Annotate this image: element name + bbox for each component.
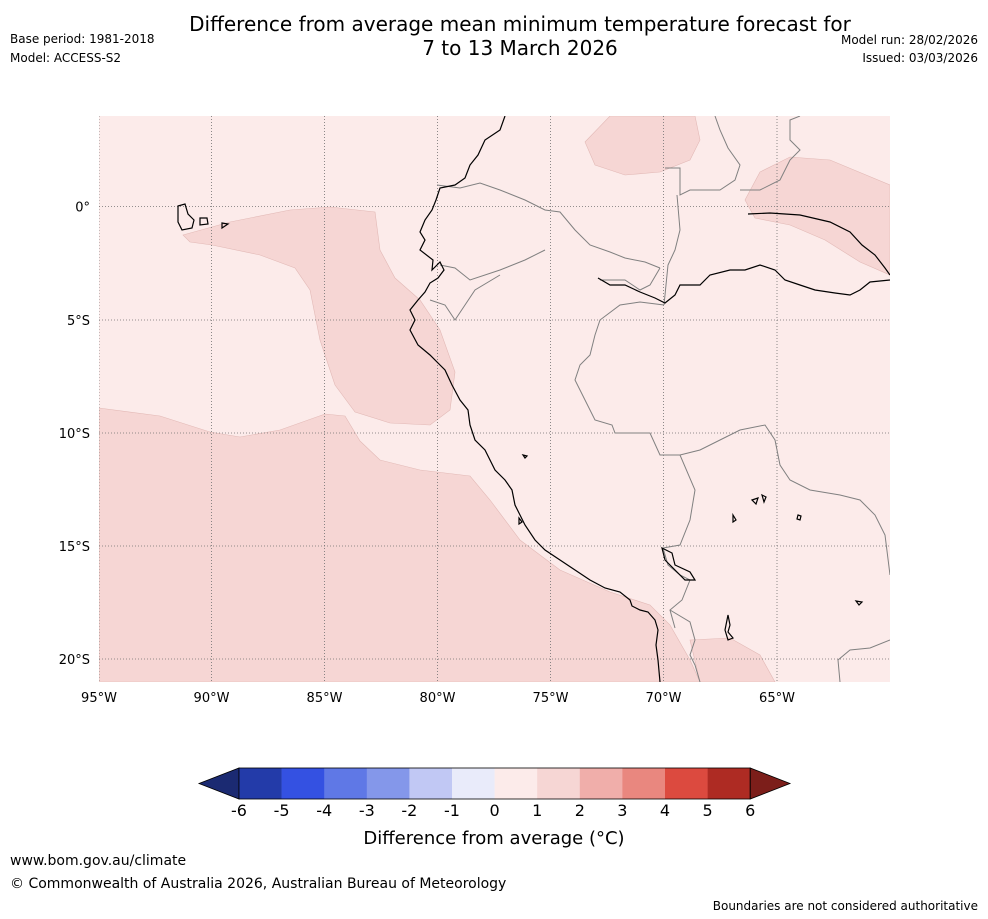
colorbar-segment <box>409 768 453 799</box>
lon-tick-label: 65°W <box>759 691 795 706</box>
lat-tick-label: 5°S <box>67 314 90 329</box>
colorbar-tick-label: 3 <box>617 801 628 820</box>
colorbar-tick-label: 5 <box>702 801 713 820</box>
lat-tick-label: 15°S <box>59 540 90 555</box>
colorbar-segment <box>665 768 708 799</box>
anomaly-region-ocean-south <box>99 407 701 682</box>
colorbar-segment <box>452 768 495 799</box>
colorbar-title: Difference from average (°C) <box>363 828 625 849</box>
lon-tick-label: 70°W <box>646 691 682 706</box>
colorbar-low-extend <box>197 767 240 800</box>
colorbar-segment <box>239 768 282 799</box>
coastline <box>177 116 890 682</box>
lon-tick-label: 90°W <box>194 691 230 706</box>
colorbar-tick-label: 2 <box>574 801 585 820</box>
colorbar-high-extend <box>749 767 792 800</box>
colorbar-tick-label: -5 <box>273 801 290 820</box>
anomaly-region-north <box>584 116 701 176</box>
issued-date: Issued: 03/03/2026 <box>862 51 978 65</box>
copyright: © Commonwealth of Australia 2026, Austra… <box>10 876 507 892</box>
map-title: Difference from average mean minimum tem… <box>189 12 851 60</box>
colorbar-outline <box>238 767 751 800</box>
colorbar-segment <box>366 768 410 799</box>
colorbar-tick-label: -4 <box>316 801 333 820</box>
colorbar-segment <box>281 768 325 799</box>
colorbar-segment <box>494 768 538 799</box>
website-link[interactable]: www.bom.gov.au/climate <box>10 853 187 869</box>
anomaly-region-amazon <box>744 156 890 276</box>
model-name: Model: ACCESS-S2 <box>10 51 122 65</box>
anomaly-region-galapagos <box>182 206 456 426</box>
colorbar-segment <box>707 768 751 799</box>
model-run: Model run: 28/02/2026 <box>840 33 978 47</box>
base-period: Base period: 1981-2018 <box>10 32 155 46</box>
graticule <box>99 116 890 682</box>
lat-tick-label: 0° <box>75 201 90 216</box>
lat-tick-label: 10°S <box>59 427 90 442</box>
lon-tick-label: 95°W <box>81 691 117 706</box>
colorbar-tick-label: -1 <box>444 801 460 820</box>
colorbar-segment <box>579 768 623 799</box>
colorbar-tick-label: -3 <box>358 801 375 820</box>
colorbar-tick-label: 4 <box>659 801 671 820</box>
colorbar-segment <box>324 768 368 799</box>
colorbar-segment <box>622 768 666 799</box>
colorbar-tick-label: -6 <box>231 801 247 820</box>
colorbar-tick-label: 1 <box>532 801 543 820</box>
colorbar-segment <box>537 768 581 799</box>
colorbar <box>197 767 792 800</box>
lat-tick-label: 20°S <box>59 653 90 668</box>
boundary-disclaimer: Boundaries are not considered authoritat… <box>712 899 978 913</box>
colorbar-tick-label: 0 <box>489 801 500 820</box>
lon-tick-label: 85°W <box>307 691 343 706</box>
lon-tick-label: 80°W <box>420 691 456 706</box>
colorbar-tick-label: 6 <box>745 801 756 820</box>
lon-tick-label: 75°W <box>533 691 569 706</box>
colorbar-tick-label: -2 <box>401 801 418 820</box>
